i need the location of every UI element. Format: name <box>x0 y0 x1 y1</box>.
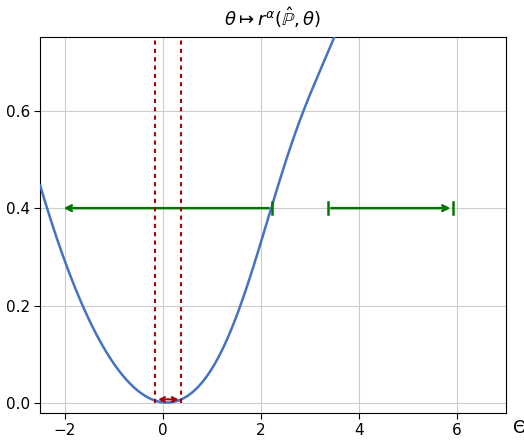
Title: $\theta \mapsto r^{\alpha}(\hat{\mathbb{P}}, \theta)$: $\theta \mapsto r^{\alpha}(\hat{\mathbb{… <box>224 6 322 30</box>
X-axis label: $\Theta$: $\Theta$ <box>512 419 524 436</box>
